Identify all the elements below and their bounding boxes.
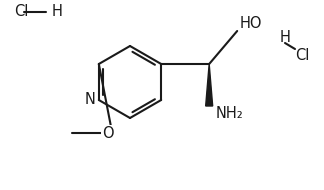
Text: H: H [280, 31, 290, 45]
Text: H: H [52, 5, 63, 20]
Polygon shape [206, 64, 213, 106]
Text: O: O [102, 126, 114, 140]
Text: Cl: Cl [14, 5, 29, 20]
Text: N: N [85, 93, 96, 108]
Text: Cl: Cl [295, 48, 309, 63]
Text: NH₂: NH₂ [215, 107, 243, 121]
Text: HO: HO [239, 17, 262, 32]
